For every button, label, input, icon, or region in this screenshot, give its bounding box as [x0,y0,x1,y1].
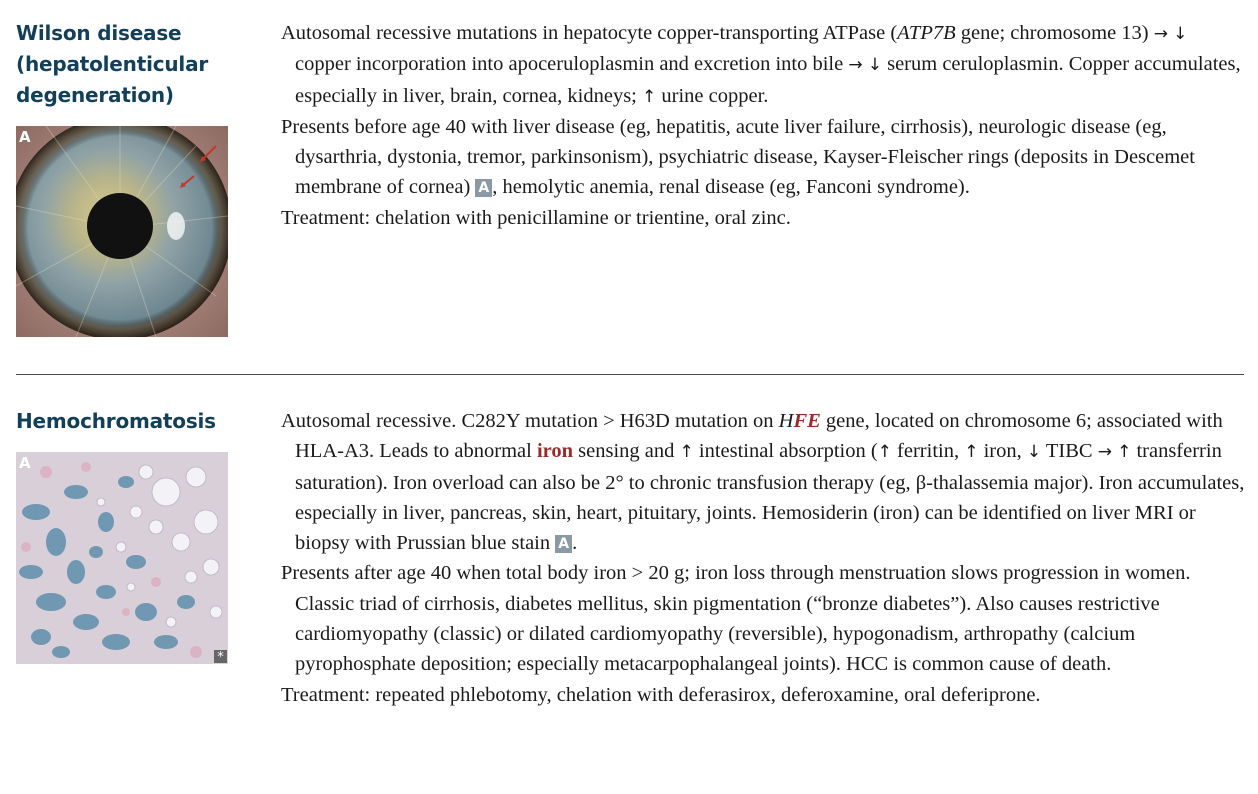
up-arrow-icon: ↑ [679,442,694,463]
right-arrow-icon: → [1097,442,1112,463]
paragraph: Treatment: repeated phlebotomy, chelatio… [281,683,1041,706]
up-arrow-icon: ↑ [642,86,657,107]
red-arrow-icon [201,145,217,161]
gene-name: ATP7B [897,22,956,44]
entry-body: Autosomal recessive mutations in hepatoc… [281,18,1247,233]
entry-body-hemochromatosis: Autosomal recessive. C282Y mutation > H6… [281,406,1247,710]
entry-hemochromatosis: Hemochromatosis [0,376,1258,794]
gene-name-fe: FE [793,410,821,432]
paragraph: Autosomal recessive. C282Y mutation > H6… [281,410,1245,555]
down-arrow-icon: ↓ [1026,442,1042,463]
up-arrow-icon: ↑ [964,442,979,463]
term-heading: Hemochromatosis [16,409,216,433]
entry-wilson-disease: Wilson disease (hepatolenticular degener… [0,0,1258,370]
section-divider [16,374,1244,375]
figure-label: A [19,454,31,472]
right-arrow-icon: → [848,55,863,76]
iris-image [16,126,228,337]
histology-image [16,452,228,664]
figure-reference-badge[interactable]: A [555,535,573,554]
up-arrow-icon: ↑ [877,442,892,463]
paragraph: Presents before age 40 with liver diseas… [281,115,1195,199]
liver-biopsy-prussian-blue: A * [16,452,228,664]
term-heading: Wilson disease (hepatolenticular degener… [16,21,209,107]
paragraph: Autosomal recessive mutations in hepatoc… [281,22,1241,107]
paragraph: Treatment: chelation with penicillamine … [281,206,791,229]
right-arrow-icon: → [1153,24,1168,44]
eye-photo-kayser-fleischer: A [16,126,228,337]
down-arrow-icon: ↓ [1173,24,1188,44]
paragraph: Presents after age 40 when total body ir… [281,562,1191,676]
figure-reference-badge[interactable]: A [475,179,493,198]
pupil-shape [87,193,153,259]
highlight-iron: iron [536,440,574,463]
figure-label: A [19,128,31,146]
gene-name-h: H [778,410,794,432]
down-arrow-icon: ↓ [867,55,882,76]
asterisk-mark: * [214,650,227,664]
up-arrow-icon: ↑ [1117,442,1132,463]
